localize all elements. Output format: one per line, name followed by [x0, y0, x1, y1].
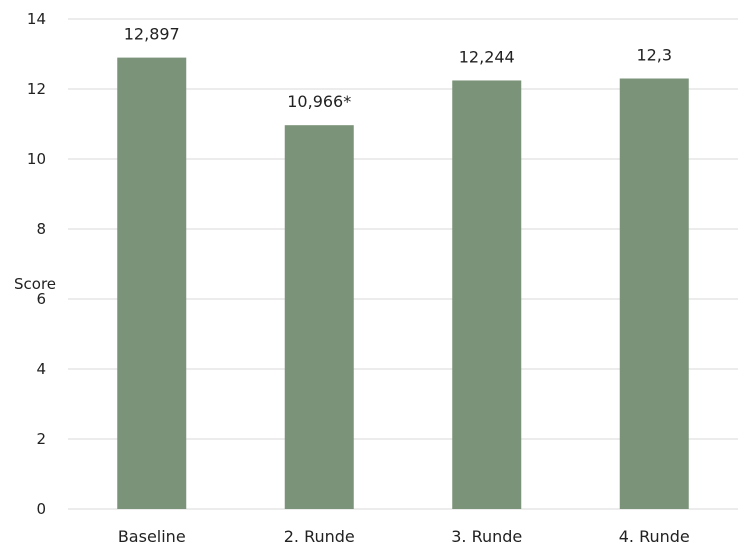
y-tick-label: 6	[36, 290, 46, 308]
data-label: 12,897	[124, 25, 180, 44]
bar	[452, 80, 522, 510]
x-category-label: Baseline	[118, 527, 186, 546]
data-label: 10,966*	[287, 92, 351, 111]
data-labels: 12,897 10,966* 12,244 12,3	[124, 25, 672, 112]
y-tick-label: 8	[36, 220, 46, 238]
bar	[117, 57, 187, 509]
y-tick-label: 2	[36, 430, 46, 448]
data-label: 12,244	[459, 47, 515, 66]
x-category-label: 2. Runde	[284, 527, 355, 546]
y-axis-title: Score	[14, 275, 56, 293]
y-tick-label: 10	[27, 150, 46, 168]
x-category-label: 3. Runde	[451, 527, 522, 546]
bar	[619, 78, 689, 509]
x-category-label: 4. Runde	[619, 527, 690, 546]
y-tick-label: 14	[27, 10, 46, 28]
y-tick-label: 12	[27, 80, 46, 98]
bar	[284, 125, 354, 509]
y-tick-label: 4	[36, 360, 46, 378]
y-axis-ticks: 0 2 4 6 8 10 12 14	[27, 10, 46, 518]
data-label: 12,3	[636, 46, 672, 65]
x-axis-labels: Baseline 2. Runde 3. Runde 4. Runde	[118, 527, 690, 546]
y-tick-label: 0	[36, 500, 46, 518]
bars	[117, 57, 689, 510]
